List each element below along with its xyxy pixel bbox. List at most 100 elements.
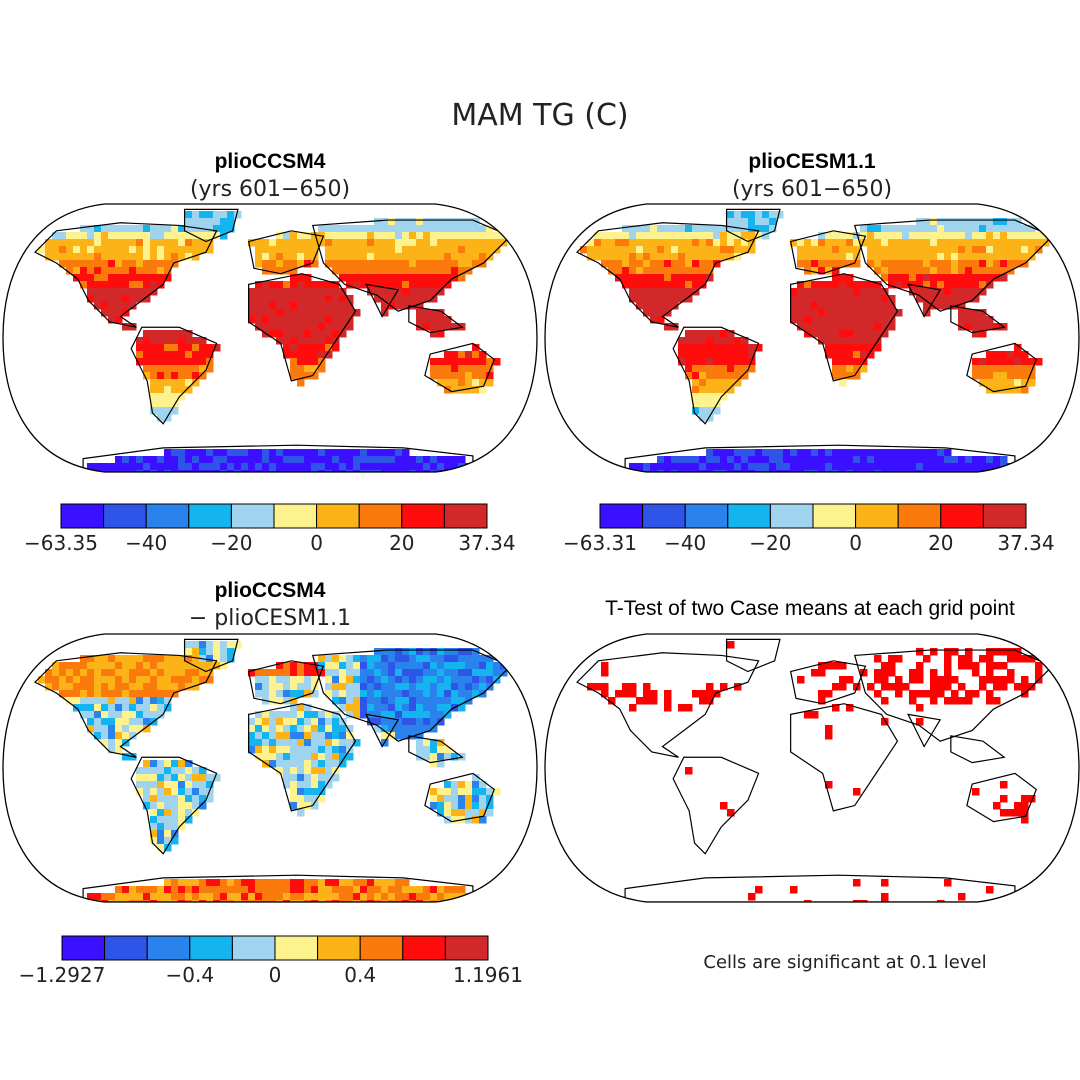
coastline-antarctica — [82, 874, 474, 902]
coastlines — [34, 208, 512, 472]
colorbar-tick-label: 0 — [310, 531, 323, 555]
colorbar-swatch — [189, 935, 233, 961]
coastline-africa — [790, 273, 899, 382]
coastline-seAsia — [408, 735, 464, 764]
panel-ttest: T-Test of two Case means at each grid po… — [544, 597, 1080, 973]
panel2-colorbar: −63.31 −40 −20 0 20 37.34 — [563, 503, 1055, 555]
colorbar-swatch — [60, 503, 105, 529]
colorbar-swatch — [444, 935, 489, 961]
panel1-map — [2, 203, 538, 473]
coastlines — [576, 638, 1054, 902]
coastline-antarctica — [624, 444, 1016, 472]
panel4-note: Cells are significant at 0.1 level — [703, 952, 986, 973]
coastline-northAmerica — [34, 652, 218, 758]
coastline-southAmerica — [130, 326, 218, 425]
colorbar-swatch — [273, 503, 318, 529]
panel1-colorbar: −63.35 −40 −20 0 20 37.34 — [24, 503, 516, 555]
colorbar-swatch — [401, 503, 445, 529]
map-outline — [544, 203, 1080, 473]
map-outline — [2, 633, 538, 903]
coastline-northAmerica — [576, 652, 760, 758]
colorbar-swatch — [230, 503, 275, 529]
coastline-asia — [311, 219, 512, 312]
map-grid-cells — [587, 641, 1043, 902]
panel2-subtitle: (yrs 601−650) — [732, 177, 892, 202]
colorbar-tick-label: −63.31 — [563, 531, 637, 555]
panel3-map — [2, 633, 538, 903]
coastline-asia — [853, 649, 1054, 742]
coastline-africa — [790, 703, 899, 812]
colorbar-tick-label: −0.4 — [166, 963, 215, 987]
coastlines — [34, 638, 512, 902]
map-body — [34, 208, 515, 472]
coastline-seAsia — [950, 735, 1006, 764]
colorbar-tick-label: 20 — [928, 531, 953, 555]
colorbar-swatch — [316, 503, 360, 529]
coastline-antarctica — [624, 874, 1016, 902]
coastline-seAsia — [408, 305, 464, 334]
colorbar-tick-label: 0.4 — [344, 963, 376, 987]
panel2-title: plioCESM1.1 — [748, 150, 876, 173]
map-grid-cells — [38, 641, 515, 902]
colorbar-tick-label: 37.34 — [997, 531, 1054, 555]
colorbar-tick-label: −20 — [749, 531, 791, 555]
colorbar-swatch — [599, 503, 644, 529]
map-body — [576, 638, 1054, 902]
panel1-subtitle: (yrs 601−650) — [190, 177, 350, 202]
colorbar-swatch — [642, 503, 686, 529]
coastline-africa — [248, 703, 357, 812]
colorbar-tick-label: −1.2927 — [19, 963, 106, 987]
colorbar-swatch — [146, 935, 191, 961]
colorbar-swatch — [61, 935, 106, 961]
colorbar-tick-label: −40 — [664, 531, 706, 555]
coastline-antarctica — [82, 444, 474, 472]
colorbar-swatch — [104, 935, 148, 961]
map-grid-cells — [38, 211, 515, 472]
colorbar-swatch — [359, 935, 404, 961]
figure-title: MAM TG (C) — [451, 98, 628, 133]
colorbar-swatch — [982, 503, 1027, 529]
map-outline — [544, 633, 1080, 903]
coastline-australia — [424, 772, 496, 823]
colorbar-swatch — [684, 503, 729, 529]
coastlines — [576, 208, 1054, 472]
coastline-india — [365, 713, 400, 748]
colorbar-tick-label: −40 — [125, 531, 167, 555]
coastline-australia — [966, 772, 1038, 823]
coastline-india — [365, 283, 400, 318]
colorbar-swatch — [769, 503, 814, 529]
coastline-australia — [424, 342, 496, 393]
colorbar-swatch — [274, 935, 319, 961]
coastline-greenland — [183, 208, 239, 243]
coastline-asia — [311, 649, 512, 742]
colorbar-swatch — [897, 503, 942, 529]
panel4-map — [544, 633, 1080, 903]
colorbar-swatch — [855, 503, 899, 529]
colorbar-tick-label: −63.35 — [24, 531, 98, 555]
colorbar-swatch — [940, 503, 984, 529]
colorbar-tick-label: 0 — [269, 963, 282, 987]
colorbar-swatch — [727, 503, 771, 529]
panel2-map — [544, 203, 1080, 473]
colorbar-tick-label: 20 — [389, 531, 414, 555]
coastline-southAmerica — [672, 326, 760, 425]
coastline-southAmerica — [672, 756, 760, 855]
colorbar-tick-label: −20 — [210, 531, 252, 555]
coastline-europe — [247, 660, 325, 705]
coastline-northAmerica — [34, 222, 218, 328]
coastline-greenland — [183, 638, 239, 673]
panel3-title: plioCCSM4 — [215, 579, 326, 602]
coastline-europe — [789, 230, 867, 275]
coastline-australia — [966, 342, 1038, 393]
panel-difference: plioCCSM4 − plioCESM1.1 −1.2927 −0.4 0 0.4 1… — [2, 579, 538, 987]
colorbar-swatch — [231, 935, 276, 961]
coastline-greenland — [725, 208, 781, 243]
coastline-europe — [247, 230, 325, 275]
map-body — [576, 208, 1057, 472]
colorbar-swatch — [188, 503, 232, 529]
colorbar-tick-label: 0 — [849, 531, 862, 555]
colorbar-tick-label: 1.1961 — [453, 963, 523, 987]
colorbar-swatch — [443, 503, 488, 529]
map-grid-cells — [580, 211, 1057, 472]
